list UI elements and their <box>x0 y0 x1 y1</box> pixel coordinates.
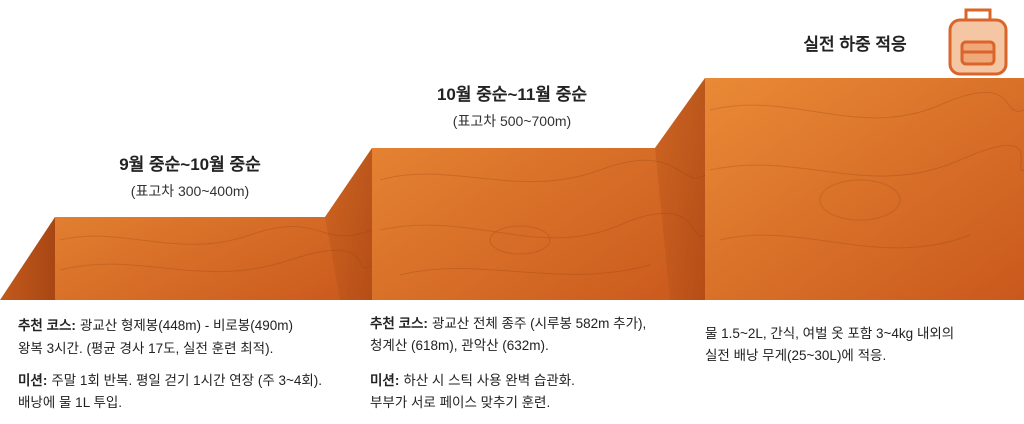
text-layer: 9월 중순~10월 중순 (표고차 300~400m) 추천 코스: 광교산 형제봉(… <box>18 35 954 410</box>
text: 실전 배낭 무게(25~30L)에 적응. <box>705 348 886 363</box>
body-line: 미션: 주말 1회 반복. 평일 걷기 1시간 연장 (주 3~4회). <box>18 372 322 388</box>
backpack-icon <box>948 8 1008 76</box>
body-line: 실전 배낭 무게(25~30L)에 적응. <box>705 348 886 363</box>
step-title: 10월 중순~11월 중순 <box>437 85 587 104</box>
label: 추천 코스: <box>370 316 428 331</box>
step-title: 실전 하중 적응 <box>803 35 907 54</box>
step-subtitle: (표고차 500~700m) <box>453 113 571 129</box>
step-title: 9월 중순~10월 중순 <box>119 155 261 174</box>
text: 배낭에 물 1L 투입. <box>18 395 122 410</box>
text: 광교산 전체 종주 (시루봉 582m 추가), <box>432 316 646 331</box>
text: 물 1.5~2L, 간식, 여벌 옷 포함 3~4kg 내외의 <box>705 326 954 341</box>
label: 미션: <box>18 372 47 388</box>
body-line: 왕복 3시간. (평균 경사 17도, 실전 훈련 최적). <box>18 341 273 356</box>
text: 청계산 (618m), 관악산 (632m). <box>370 338 549 353</box>
text: 광교산 형제봉(448m) - 비로봉(490m) <box>80 318 293 333</box>
body-line: 미션: 하산 시 스틱 사용 완벽 습관화. <box>370 372 575 388</box>
label: 미션: <box>370 372 399 388</box>
body-line: 부부가 서로 페이스 맞추기 훈련. <box>370 395 550 410</box>
text: 하산 시 스틱 사용 완벽 습관화. <box>403 373 575 388</box>
text: 왕복 3시간. (평균 경사 17도, 실전 훈련 최적). <box>18 341 273 356</box>
body-line: 추천 코스: 광교산 전체 종주 (시루봉 582m 추가), <box>370 316 646 331</box>
text: 부부가 서로 페이스 맞추기 훈련. <box>370 395 550 410</box>
staircase <box>0 78 1024 300</box>
body-line: 청계산 (618m), 관악산 (632m). <box>370 338 549 353</box>
step-subtitle: (표고차 300~400m) <box>131 183 249 199</box>
label: 추천 코스: <box>18 318 76 333</box>
text: 주말 1회 반복. 평일 걷기 1시간 연장 (주 3~4회). <box>51 373 322 388</box>
body-line: 배낭에 물 1L 투입. <box>18 395 122 410</box>
body-line: 물 1.5~2L, 간식, 여벌 옷 포함 3~4kg 내외의 <box>705 326 954 341</box>
body-line: 추천 코스: 광교산 형제봉(448m) - 비로봉(490m) <box>18 318 293 333</box>
